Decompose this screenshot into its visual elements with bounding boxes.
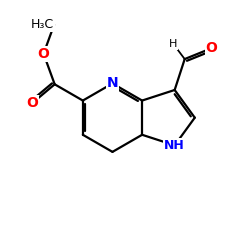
Text: NH: NH: [164, 139, 185, 152]
Text: O: O: [206, 41, 218, 55]
Text: H₃C: H₃C: [31, 18, 54, 31]
Text: N: N: [107, 76, 118, 90]
Text: O: O: [26, 96, 38, 110]
Text: H: H: [169, 39, 177, 49]
Text: O: O: [38, 47, 50, 61]
